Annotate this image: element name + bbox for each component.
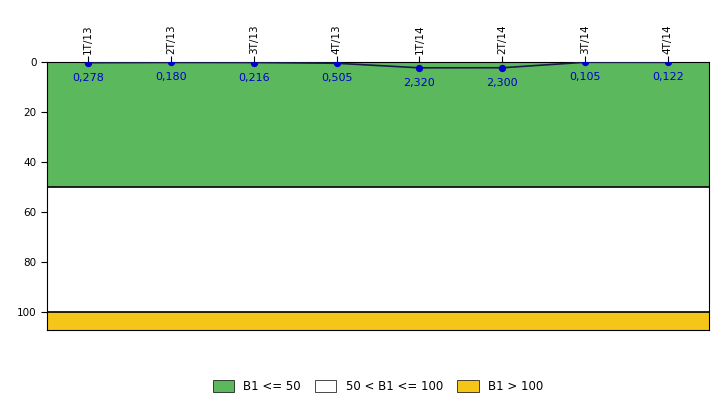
Point xyxy=(413,65,425,71)
Text: 0,505: 0,505 xyxy=(321,73,352,83)
Text: 0,278: 0,278 xyxy=(72,73,104,83)
Text: 2,300: 2,300 xyxy=(487,78,518,88)
Point xyxy=(166,59,177,66)
Point xyxy=(83,60,94,66)
Point xyxy=(497,64,508,71)
Text: 0,216: 0,216 xyxy=(238,72,269,82)
Point xyxy=(662,59,674,66)
Text: 0,105: 0,105 xyxy=(570,72,600,82)
Point xyxy=(579,59,590,66)
Point xyxy=(248,59,260,66)
Point xyxy=(330,60,343,66)
Text: 0,122: 0,122 xyxy=(652,72,684,82)
Legend: B1 <= 50, 50 < B1 <= 100, B1 > 100: B1 <= 50, 50 < B1 <= 100, B1 > 100 xyxy=(207,374,549,399)
Text: 0,180: 0,180 xyxy=(156,72,186,82)
Text: 2,320: 2,320 xyxy=(403,78,436,88)
